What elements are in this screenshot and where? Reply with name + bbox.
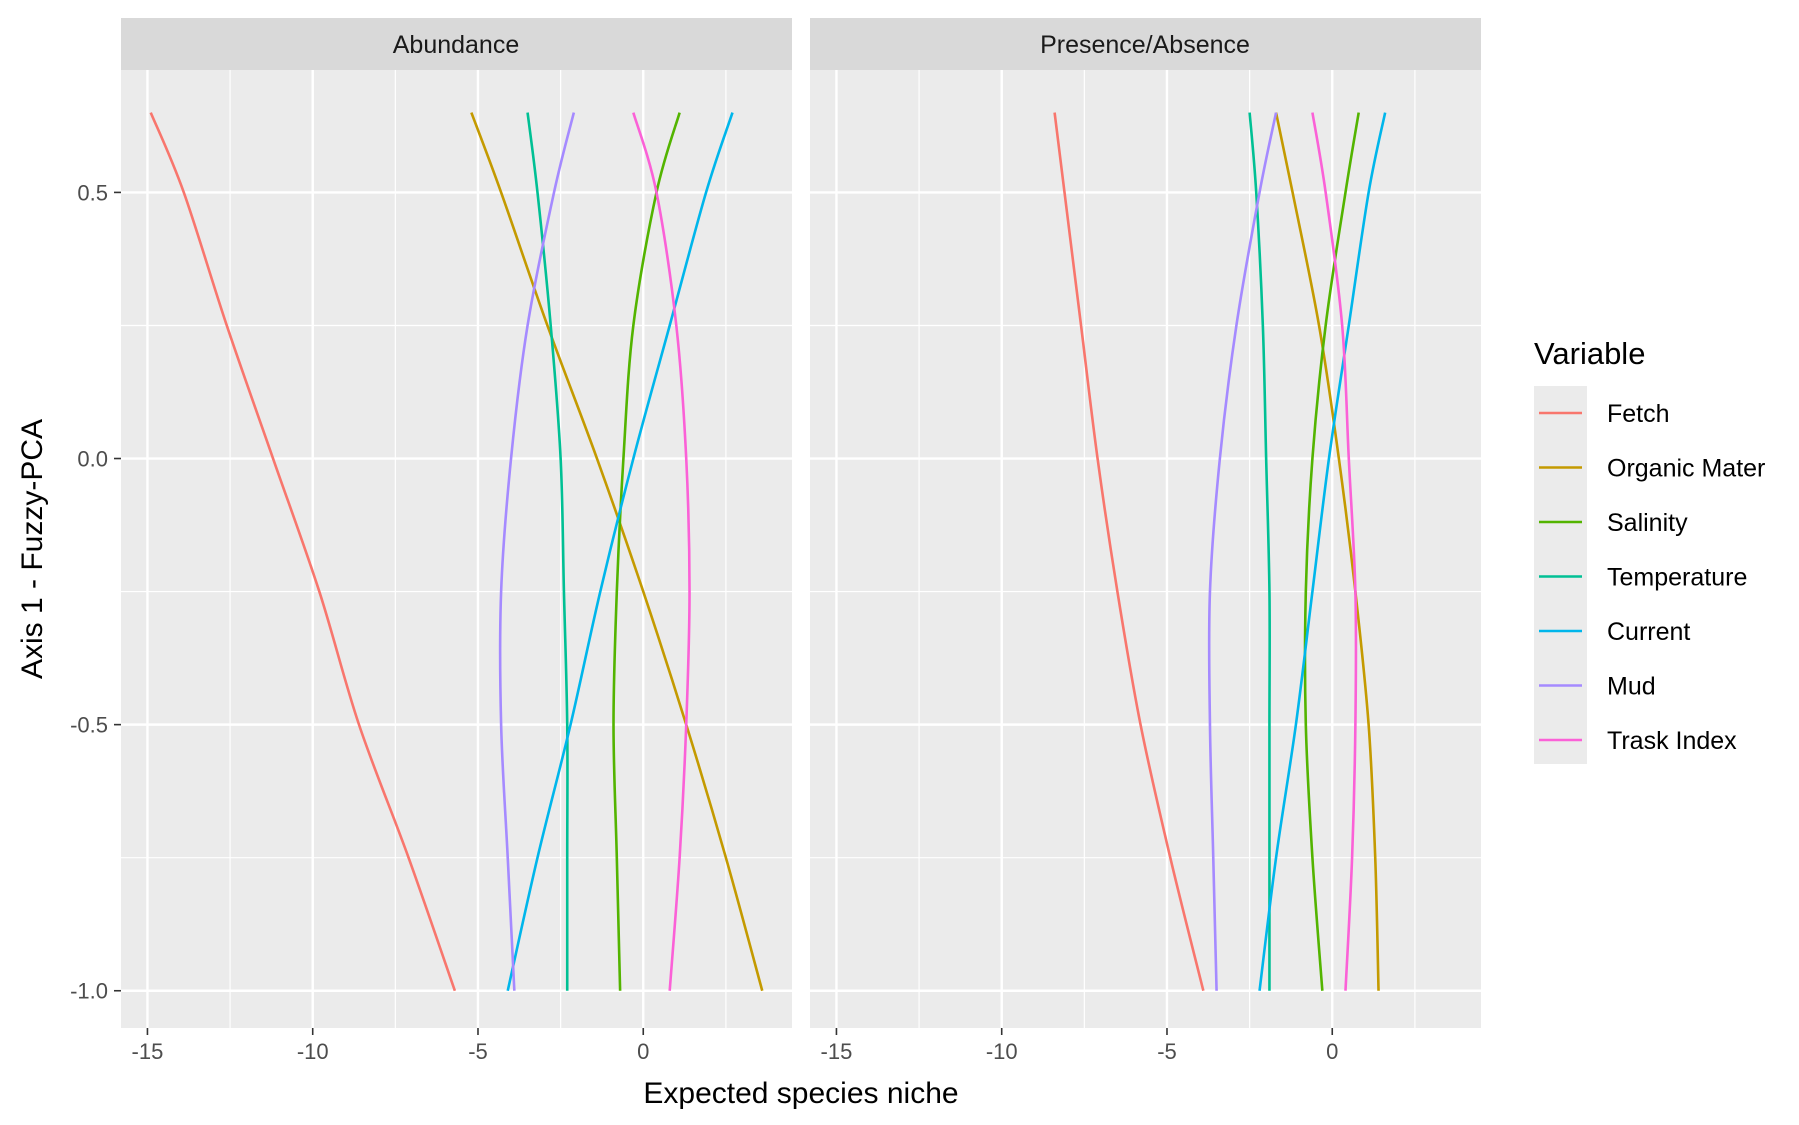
y-tick-label: -1.0	[70, 979, 108, 1004]
legend-label-organic-mater: Organic Mater	[1607, 455, 1765, 483]
series-line-trask-index	[1311, 112, 1358, 991]
legend-title: Variable	[1534, 336, 1645, 371]
series-line-fetch	[149, 112, 457, 992]
x-tick-label: -5	[468, 1039, 488, 1064]
legend: Variable Fetch Organic Mater Salinity Tempe…	[1534, 336, 1765, 764]
y-tick-label: -0.5	[70, 713, 108, 738]
x-tick-label: 0	[1326, 1039, 1338, 1064]
x-tick-label: 0	[637, 1039, 649, 1064]
legend-label-fetch: Fetch	[1607, 400, 1670, 428]
series-line-mud	[1207, 112, 1278, 991]
panel-presence-absence: Presence/Absence	[810, 18, 1481, 1028]
x-axis-abundance: -15 -10 -5 0	[132, 1028, 649, 1064]
strip-label-abundance: Abundance	[393, 31, 520, 59]
plot-background-abundance	[121, 70, 792, 1028]
series-line-temperature	[526, 112, 569, 991]
legend-label-current: Current	[1607, 618, 1690, 646]
legend-label-salinity: Salinity	[1607, 509, 1688, 537]
series-line-mud	[498, 112, 576, 991]
strip-background-abundance	[121, 18, 792, 70]
series-line-salinity	[1303, 112, 1360, 991]
series-line-current	[506, 112, 734, 992]
strip-label-presence-absence: Presence/Absence	[1040, 31, 1250, 59]
x-tick-label: -10	[986, 1039, 1018, 1064]
series-lines-abundance	[149, 112, 764, 992]
y-axis-title: Axis 1 - Fuzzy-PCA	[16, 419, 49, 679]
plot-background-presence-absence	[810, 70, 1481, 1028]
y-axis: 0.5 0.0 -0.5 -1.0	[70, 180, 121, 1004]
legend-label-trask-index: Trask Index	[1607, 727, 1737, 755]
series-line-organic-mater	[1274, 112, 1380, 991]
series-line-fetch	[1053, 112, 1205, 992]
legend-label-temperature: Temperature	[1607, 564, 1747, 592]
panel-abundance: Abundance	[121, 18, 792, 1028]
gridlines-abundance	[121, 70, 792, 1028]
x-tick-label: -15	[821, 1039, 853, 1064]
y-tick-label: 0.0	[77, 447, 108, 472]
x-tick-label: -5	[1157, 1039, 1177, 1064]
series-lines-presence-absence	[1053, 112, 1387, 992]
legend-key-background	[1534, 386, 1587, 764]
series-line-current	[1258, 112, 1387, 991]
x-axis-title: Expected species niche	[643, 1077, 958, 1110]
legend-items: Fetch Organic Mater Salinity Temperature Cur…	[1539, 400, 1765, 755]
series-line-trask-index	[632, 112, 691, 991]
strip-background-presence-absence	[810, 18, 1481, 70]
x-axis-presence-absence: -15 -10 -5 0	[821, 1028, 1338, 1064]
x-tick-label: -15	[132, 1039, 164, 1064]
y-tick-label: 0.5	[77, 180, 108, 205]
x-tick-label: -10	[297, 1039, 329, 1064]
series-line-temperature	[1248, 112, 1271, 991]
legend-label-mud: Mud	[1607, 673, 1656, 701]
series-line-salinity	[612, 112, 681, 991]
series-line-organic-mater	[470, 112, 764, 992]
